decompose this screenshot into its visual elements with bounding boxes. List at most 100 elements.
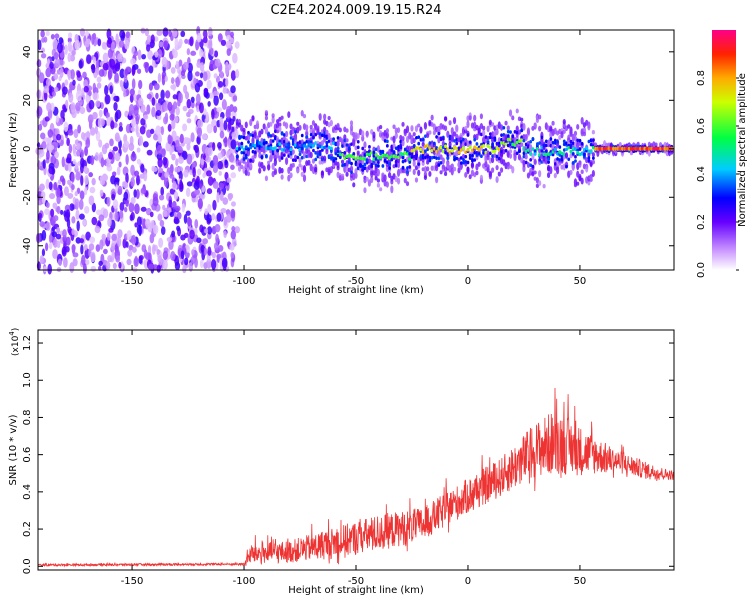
- noise-speckle: [213, 95, 219, 106]
- band-haze: [280, 115, 284, 120]
- band-core: [562, 148, 566, 152]
- noise-speckle: [231, 201, 236, 207]
- noise-speckle: [118, 125, 123, 132]
- noise-speckle: [194, 82, 201, 93]
- band-core: [356, 140, 360, 144]
- x-tick-label: 0: [465, 576, 471, 587]
- band-haze: [538, 114, 542, 120]
- band-haze: [349, 165, 354, 173]
- y-tick-label: 0.8: [22, 409, 33, 425]
- band-haze: [428, 171, 432, 177]
- band-haze: [311, 158, 316, 164]
- band-core: [556, 157, 559, 161]
- band-core: [464, 160, 468, 164]
- noise-speckle: [177, 146, 183, 154]
- snr-series-line: [38, 387, 674, 568]
- noise-speckle: [202, 71, 208, 82]
- noise-speckle: [207, 101, 211, 107]
- noise-speckle: [138, 79, 143, 90]
- noise-speckle: [219, 130, 225, 139]
- noise-speckle: [38, 124, 43, 131]
- noise-speckle: [162, 210, 168, 218]
- band-core: [361, 164, 365, 169]
- band-core: [388, 166, 391, 170]
- band-haze: [459, 132, 463, 138]
- noise-speckle: [181, 203, 186, 213]
- snr-multiplier-close: ): [11, 328, 21, 332]
- noise-speckle: [88, 243, 95, 251]
- band-peak: [352, 155, 356, 159]
- snr-frame: [37, 329, 675, 571]
- band-haze: [464, 126, 468, 131]
- band-peak: [663, 146, 667, 151]
- band-core: [318, 132, 322, 136]
- band-peak: [439, 145, 443, 150]
- snr-multiplier-exp: 4: [8, 331, 16, 336]
- noise-speckle: [112, 262, 117, 270]
- band-haze: [562, 129, 566, 134]
- band-peak: [654, 146, 658, 151]
- noise-speckle: [70, 102, 76, 113]
- noise-speckle: [197, 119, 204, 128]
- band-peak: [238, 146, 242, 151]
- noise-speckle: [94, 225, 101, 234]
- band-haze: [300, 139, 304, 145]
- band-haze: [298, 124, 302, 131]
- band-peak: [549, 152, 553, 156]
- noise-speckle: [229, 131, 233, 140]
- noise-speckle: [46, 139, 52, 151]
- noise-speckle: [196, 32, 202, 43]
- noise-speckle: [202, 172, 206, 179]
- band-core: [515, 151, 519, 156]
- band-haze: [423, 175, 428, 181]
- noise-speckle: [151, 97, 156, 106]
- band-haze: [403, 129, 407, 137]
- band-core: [580, 141, 584, 146]
- noise-speckle: [68, 162, 72, 173]
- noise-speckle: [167, 101, 173, 112]
- band-core: [529, 139, 533, 144]
- noise-speckle: [131, 78, 136, 90]
- band-core: [432, 155, 436, 160]
- band-peak: [535, 147, 539, 151]
- band-haze: [558, 135, 562, 141]
- noise-speckle: [59, 67, 64, 79]
- band-haze: [443, 116, 448, 121]
- band-peak: [255, 141, 259, 146]
- noise-speckle: [114, 132, 120, 142]
- noise-speckle: [94, 152, 100, 162]
- band-haze: [253, 131, 257, 139]
- noise-speckle: [96, 209, 102, 216]
- band-core: [488, 151, 492, 156]
- noise-speckle: [110, 41, 115, 52]
- noise-speckle: [83, 85, 89, 93]
- band-haze: [443, 125, 448, 132]
- colorbar-label: Normalized spectral amplitude: [737, 73, 748, 227]
- band-haze: [311, 128, 316, 134]
- noise-speckle: [64, 79, 69, 86]
- x-tick-label: 50: [574, 576, 587, 587]
- band-core: [424, 149, 427, 153]
- band-core: [300, 155, 304, 160]
- noise-speckle: [136, 147, 141, 153]
- noise-speckle: [190, 100, 195, 109]
- noise-speckle: [231, 226, 236, 232]
- band-haze: [325, 148, 329, 155]
- band-haze: [291, 126, 295, 135]
- band-peak: [421, 150, 425, 155]
- band-haze: [394, 132, 398, 139]
- noise-speckle: [85, 138, 91, 149]
- band-peak: [589, 150, 593, 154]
- noise-speckle: [174, 205, 181, 212]
- band-haze: [526, 161, 531, 168]
- band-peak: [491, 149, 495, 154]
- noise-speckle: [38, 72, 45, 84]
- noise-speckle: [99, 175, 106, 186]
- band-core: [540, 148, 544, 153]
- band-core: [500, 133, 503, 137]
- band-core: [406, 170, 409, 174]
- band-core: [368, 149, 371, 153]
- noise-speckle: [174, 115, 179, 124]
- band-peak: [296, 144, 300, 149]
- band-peak: [524, 149, 528, 154]
